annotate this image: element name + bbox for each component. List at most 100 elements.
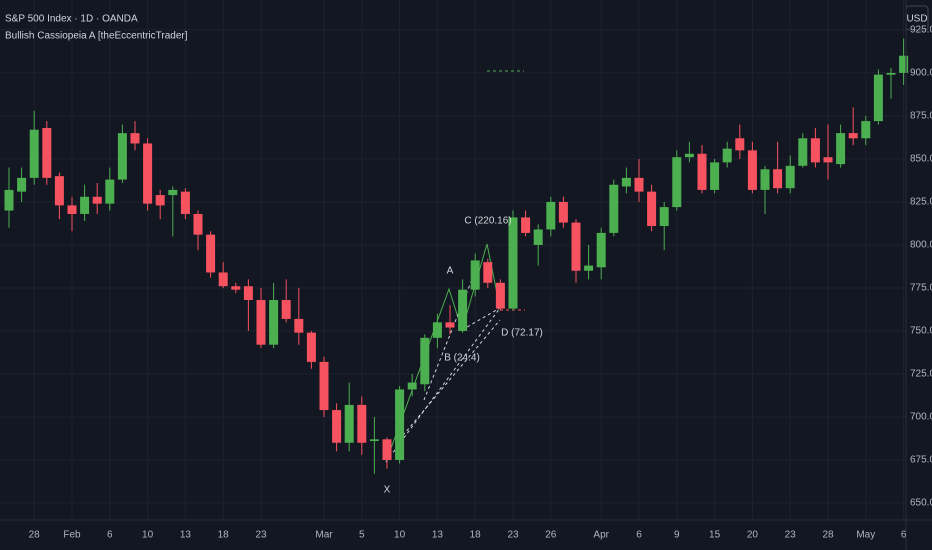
x-tick-label: 23	[785, 530, 797, 541]
candle-body	[29, 129, 39, 178]
candle-body	[798, 138, 808, 166]
candle-body	[722, 148, 732, 163]
currency[interactable]: USD	[906, 14, 927, 25]
candle-body	[54, 176, 64, 206]
candle-body	[710, 162, 720, 190]
candle-body	[458, 289, 468, 331]
y-tick-label: 700.0	[910, 412, 932, 423]
x-tick-label: 26	[545, 530, 557, 541]
y-tick-label: 800.0	[910, 240, 932, 251]
y-tick-label: 650.0	[910, 498, 932, 509]
candle-body	[747, 150, 757, 190]
candle-body	[319, 361, 329, 411]
candle-body	[17, 177, 27, 192]
candle-body	[899, 55, 909, 73]
candle-body	[521, 217, 531, 233]
candle-body	[445, 322, 455, 328]
candle-body	[281, 299, 291, 319]
x-tick-label: 18	[470, 530, 482, 541]
candle-body	[836, 133, 846, 165]
candle-body	[306, 332, 316, 362]
candle-body	[647, 191, 657, 227]
candle-body	[117, 133, 127, 180]
candle-body	[571, 222, 581, 271]
candle-body	[206, 234, 216, 273]
candle-body	[621, 177, 631, 187]
candle-body	[243, 286, 253, 300]
pattern-label: B (24.4)	[444, 353, 480, 364]
candle-body	[470, 260, 480, 290]
candle-body	[4, 189, 14, 211]
candle-body	[344, 404, 354, 443]
candle-body	[546, 201, 556, 230]
candle-body	[269, 299, 279, 345]
y-tick-label: 875.0	[910, 111, 932, 122]
candle-body	[92, 196, 102, 204]
candle-body	[634, 177, 644, 192]
x-tick-label: 9	[674, 530, 680, 541]
candle-body	[861, 121, 871, 139]
x-tick-label: 13	[180, 530, 192, 541]
candles	[4, 38, 909, 474]
candle-body	[130, 133, 140, 144]
x-tick-label: 28	[29, 530, 41, 541]
candle-body	[495, 282, 505, 309]
x-tick-label: Apr	[593, 530, 609, 541]
y-tick-label: 850.0	[910, 154, 932, 165]
x-tick-label: 6	[636, 530, 642, 541]
candle-body	[584, 265, 594, 271]
x-tick-label: May	[856, 530, 875, 541]
candle-body	[420, 337, 430, 385]
candle-body	[357, 404, 367, 443]
y-tick-label: 675.0	[910, 455, 932, 466]
candle-body	[395, 389, 405, 460]
candle-body	[332, 410, 342, 443]
pattern-label: D (72.17)	[501, 328, 543, 339]
y-tick-label: 725.0	[910, 369, 932, 380]
candle-body	[533, 229, 543, 245]
x-tick-label: 5	[359, 530, 365, 541]
pattern-label: A	[447, 266, 454, 277]
candle-body	[508, 217, 518, 309]
candle-body	[407, 382, 417, 390]
candle-body	[369, 439, 379, 442]
candle-body	[105, 179, 115, 204]
candle-body	[558, 201, 568, 223]
y-tick-label: 825.0	[910, 197, 932, 208]
x-tick-label: 6	[107, 530, 113, 541]
x-tick-label: 13	[432, 530, 444, 541]
pattern-dashed	[461, 307, 501, 331]
candle-body	[848, 133, 858, 139]
candle-body	[143, 143, 153, 204]
candle-body	[180, 191, 190, 214]
candle-body	[193, 213, 203, 235]
pattern-dashed	[398, 319, 501, 441]
x-tick-label: Feb	[63, 530, 81, 541]
y-tick-label: 775.0	[910, 283, 932, 294]
candle-body	[382, 439, 392, 460]
candle-body	[810, 138, 820, 163]
x-tick-label: 18	[218, 530, 230, 541]
candle-body	[168, 189, 178, 196]
x-tick-label: 6	[901, 530, 907, 541]
candle-body	[886, 72, 896, 75]
candle-body	[294, 318, 304, 333]
x-tick-label: 20	[747, 530, 759, 541]
candle-body	[155, 195, 165, 206]
candle-body	[684, 153, 694, 158]
candle-body	[42, 127, 52, 178]
y-tick-label: 900.0	[910, 68, 932, 79]
x-tick-label: 15	[709, 530, 721, 541]
candle-body	[735, 138, 745, 151]
x-tick-label: 23	[507, 530, 519, 541]
candle-body	[873, 74, 883, 122]
candle-body	[218, 272, 228, 287]
indicator-name: Bullish Cassiopeia A [theEccentricTrader…	[5, 31, 188, 42]
candle-body	[596, 232, 606, 268]
candle-body	[67, 205, 77, 214]
candle-body	[231, 286, 241, 290]
x-tick-label: Mar	[315, 530, 333, 541]
y-tick-label: 750.0	[910, 326, 932, 337]
